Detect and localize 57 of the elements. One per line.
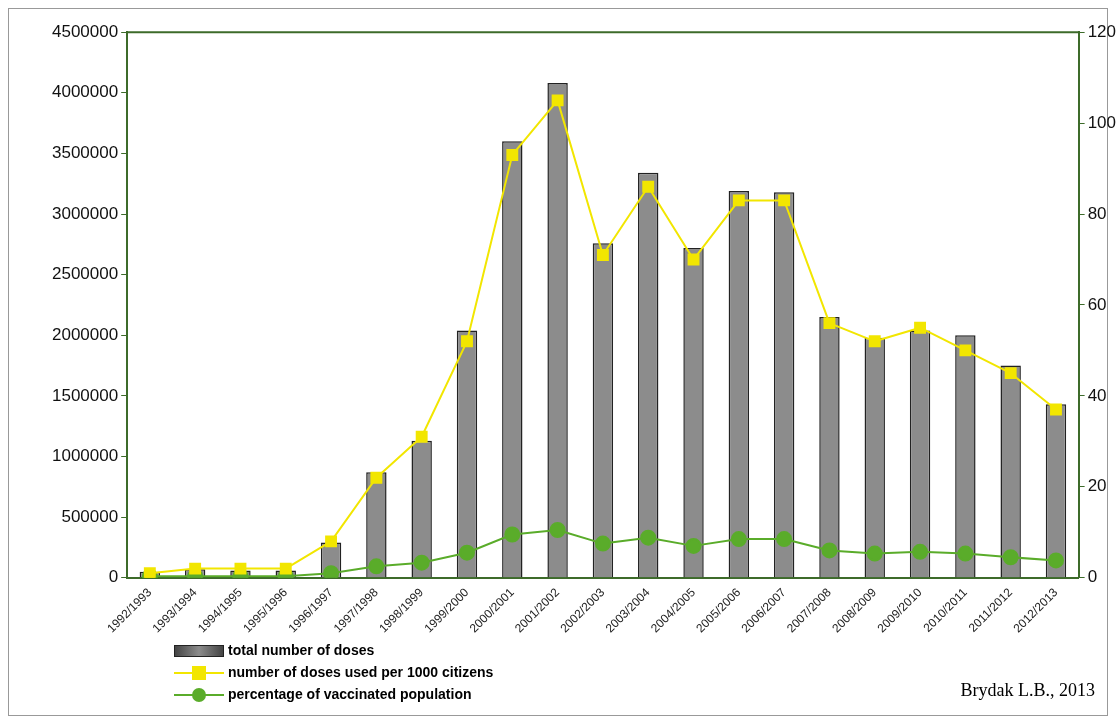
y2-tick-label: 0	[1087, 567, 1098, 587]
point	[413, 554, 430, 571]
point	[549, 521, 566, 538]
legend-label: number of doses used per 1000 citizens	[228, 664, 494, 680]
point	[823, 317, 836, 330]
point	[234, 562, 247, 575]
point	[596, 249, 609, 261]
point	[551, 94, 564, 107]
point	[912, 543, 929, 560]
y-tick-label: 0	[108, 567, 119, 587]
point	[957, 545, 974, 562]
y-tick-label: 4500000	[51, 21, 119, 41]
y2-tick-label: 60	[1087, 294, 1107, 314]
point	[914, 321, 927, 334]
point	[866, 545, 883, 562]
point	[415, 430, 428, 443]
point	[685, 537, 702, 554]
y2-tick-label: 40	[1087, 385, 1107, 405]
y-tick-label: 1000000	[51, 446, 119, 466]
point	[1047, 552, 1064, 569]
y2-tick-label: 80	[1087, 203, 1107, 223]
point	[368, 558, 385, 575]
point	[868, 335, 881, 348]
point	[732, 194, 745, 207]
legend-label: total number of doses	[228, 642, 375, 658]
point	[506, 148, 519, 161]
point	[461, 335, 473, 348]
y2-tick-label: 100	[1087, 112, 1116, 132]
y-tick-label: 500000	[61, 506, 119, 526]
point	[1002, 549, 1019, 566]
point	[776, 531, 793, 548]
point	[640, 529, 657, 546]
point	[642, 180, 655, 193]
legend-label: percentage of vaccinated population	[228, 686, 472, 702]
point	[279, 562, 292, 575]
y-tick-label: 2500000	[51, 264, 119, 284]
point	[778, 194, 791, 207]
point	[594, 535, 611, 552]
point	[1004, 367, 1017, 380]
point	[458, 544, 475, 561]
y2-tick-label: 20	[1087, 476, 1107, 496]
point	[325, 535, 338, 548]
y-tick-label: 3500000	[51, 143, 119, 163]
point	[1050, 403, 1062, 416]
point	[370, 471, 383, 484]
point	[504, 526, 521, 543]
point	[821, 542, 838, 559]
point	[959, 344, 972, 357]
y-tick-label: 4000000	[51, 82, 119, 102]
point	[323, 565, 340, 578]
y-tick-label: 1500000	[51, 385, 119, 405]
point	[189, 562, 202, 575]
text: Brydak L.B., 2013	[960, 680, 1095, 701]
y-tick-label: 2000000	[51, 324, 119, 344]
y-tick-label: 3000000	[51, 203, 119, 223]
y2-tick-label: 120	[1087, 21, 1116, 41]
point	[730, 531, 747, 548]
